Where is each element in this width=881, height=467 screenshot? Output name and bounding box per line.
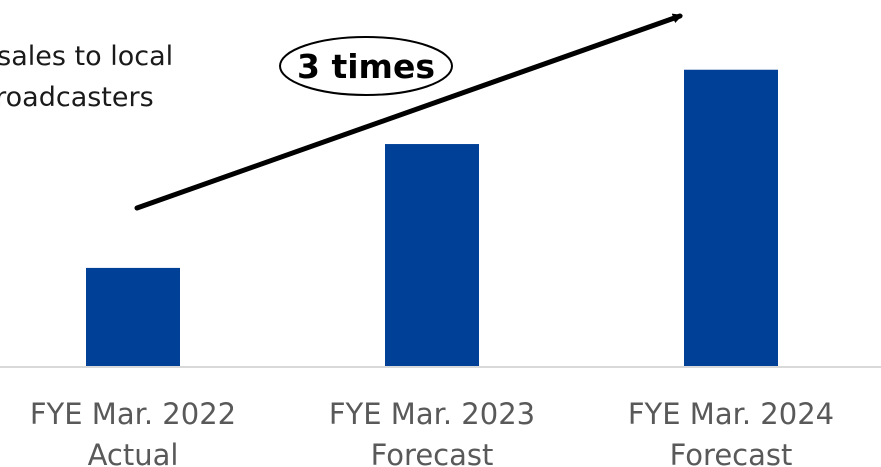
callout-bubble: 3 times [279,36,453,96]
category-label-2-line-1: FYE Mar. 2023 [329,397,535,431]
legend-label-line-1: t sales to local [0,41,174,72]
category-labels: FYE Mar. 2022 Actual FYE Mar. 2023 Forecast… [30,397,834,467]
callout-label: 3 times [297,47,435,86]
category-label-3-line-2: Forecast [670,438,793,467]
bar-2 [385,144,479,367]
legend-label: t sales to local broadcasters [0,36,173,118]
category-label-3-line-1: FYE Mar. 2024 [628,397,834,431]
category-label-2-line-2: Forecast [371,438,494,467]
bars-layer [86,69,778,368]
callout-ellipse [279,36,453,96]
category-label-1-line-1: FYE Mar. 2022 [30,397,236,431]
bar-1 [86,267,180,367]
trend-arrow [134,13,683,211]
category-label-1-line-2: Actual [88,438,179,467]
legend-label-line-2: broadcasters [0,82,154,113]
bar-3 [684,69,778,368]
